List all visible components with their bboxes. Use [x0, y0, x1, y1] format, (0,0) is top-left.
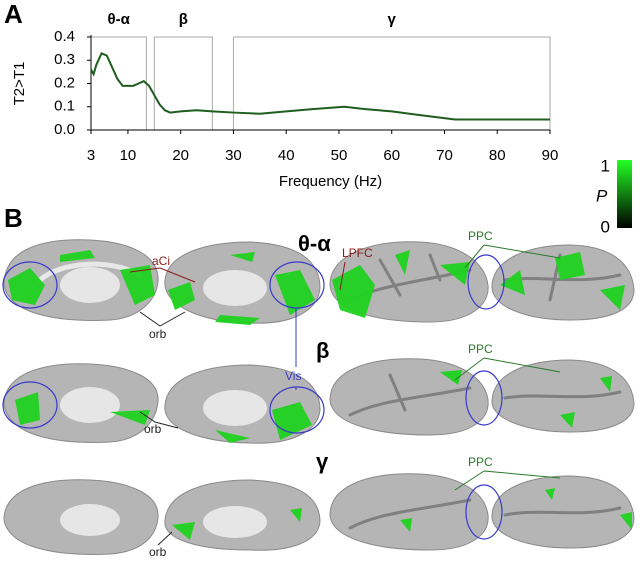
brain-core: [203, 506, 267, 538]
activation: [545, 488, 632, 530]
activation: [168, 252, 315, 325]
brain-row-1: [2, 239, 635, 325]
band-label: γ: [388, 11, 397, 28]
band-label: β: [316, 338, 329, 363]
activation: [8, 250, 155, 305]
brain-core: [203, 270, 267, 306]
panel-label: B: [4, 203, 23, 233]
panel-label: A: [4, 0, 23, 29]
y-tick-label: 0.0: [54, 121, 75, 138]
region-circle: [465, 370, 503, 426]
activation: [15, 392, 150, 425]
brain-labels: θ-α LPFC PPC aCi orb Vis β PPC orb γ PPC…: [144, 229, 493, 559]
region-label: PPC: [468, 455, 493, 469]
x-tick-label: 60: [383, 147, 400, 164]
colorbar-gradient: [617, 160, 632, 228]
brain-lateral: [491, 244, 635, 321]
leader-line: [129, 261, 346, 291]
activation: [440, 370, 462, 385]
brain-lateral: [329, 358, 489, 436]
activation: [400, 518, 412, 532]
brain-core: [60, 267, 120, 303]
activation: [215, 402, 312, 443]
region-circle: [465, 484, 503, 540]
brain-core: [203, 390, 267, 426]
x-tick-label: 80: [489, 147, 506, 164]
region-label: orb: [149, 545, 167, 559]
activation: [560, 376, 612, 428]
brain-core: [60, 504, 120, 536]
region-label: Vis: [285, 369, 301, 383]
x-tick-label: 10: [120, 147, 137, 164]
chart: θ-α β γ 0.0 0.1 0.2 0.3 0.4 3 10 20 30 40 50 60 70 80 90 F…: [11, 11, 558, 190]
colorbar-label: P: [596, 186, 608, 205]
region-circle: [2, 381, 58, 429]
sulcus: [348, 373, 472, 417]
y-tick-label: 0.1: [54, 98, 75, 115]
sulcus: [503, 390, 622, 400]
region-circle: [269, 261, 325, 309]
region-label: PPC: [468, 342, 493, 356]
region-circle: [2, 261, 58, 309]
region-label: orb: [144, 422, 162, 436]
region-label: aCi: [152, 254, 170, 268]
band-box: [232, 36, 551, 131]
data-line: [90, 51, 550, 121]
band-label: θ-α: [298, 231, 331, 256]
region-label: LPFC: [342, 246, 373, 260]
band-label: β: [179, 11, 188, 28]
x-tick-label: 70: [436, 147, 453, 164]
band-label: θ-α: [108, 11, 131, 28]
x-tick-label: 3: [87, 147, 95, 164]
brain-core: [60, 387, 120, 423]
x-tick-label: 40: [278, 147, 295, 164]
region-label: orb: [149, 327, 167, 341]
x-axis-label: Frequency (Hz): [279, 173, 382, 190]
x-tick-label: 20: [172, 147, 189, 164]
y-tick-label: 0.2: [54, 74, 75, 91]
x-tick-label: 90: [542, 147, 559, 164]
leader-line: [139, 311, 186, 546]
region-circle: [467, 254, 505, 310]
activation: [500, 252, 625, 310]
band-label: γ: [316, 449, 329, 474]
leader-line: [454, 244, 561, 491]
colorbar-tick-label: 0: [601, 217, 610, 236]
y-tick-label: 0.3: [54, 51, 75, 68]
region-circle: [269, 386, 325, 434]
colorbar-tick-label: 1: [601, 156, 610, 175]
y-axis-label: T2>T1: [11, 62, 28, 106]
sulcus: [348, 498, 472, 530]
leader-lines: [129, 244, 561, 546]
region-label: PPC: [468, 229, 493, 243]
x-tick-label: 50: [331, 147, 348, 164]
y-tick-label: 0.4: [54, 28, 75, 45]
x-tick-label: 30: [225, 147, 242, 164]
brain-row-3: [3, 473, 635, 555]
sulcus: [503, 506, 622, 517]
brain-row-2: [2, 358, 635, 444]
activation: [332, 250, 470, 318]
colorbar: P: [596, 160, 632, 228]
band-box: [153, 36, 213, 131]
